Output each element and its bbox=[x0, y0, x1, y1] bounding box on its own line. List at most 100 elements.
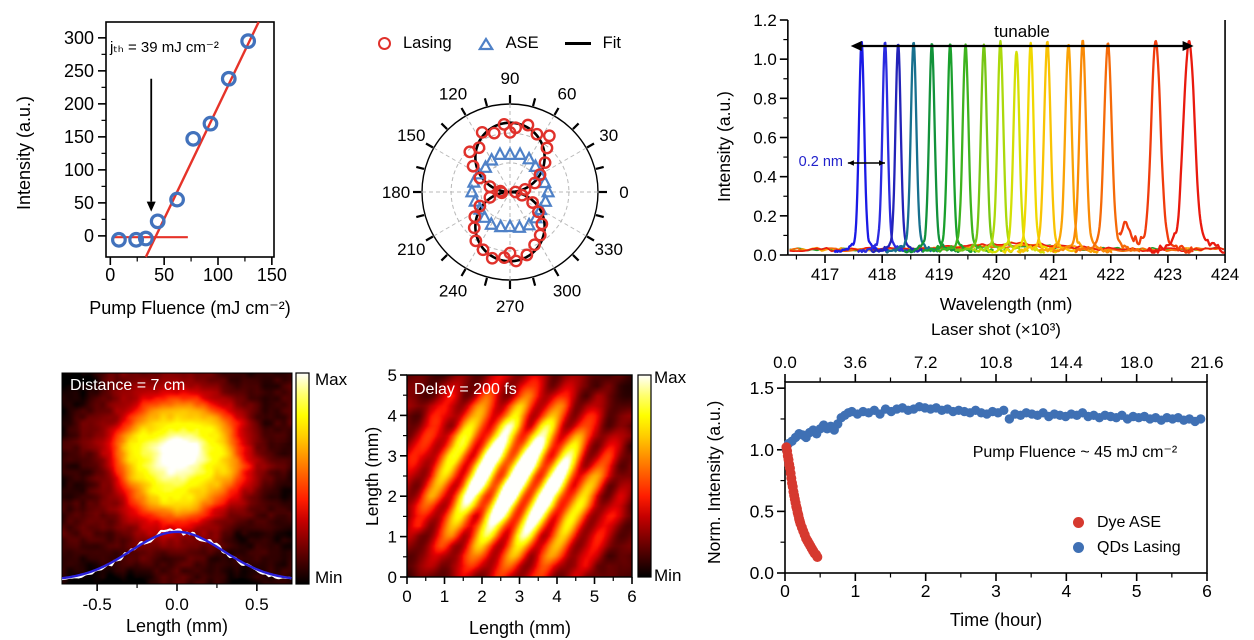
stability-xlabel: Time (hour) bbox=[949, 610, 1043, 630]
svg-text:0.0: 0.0 bbox=[165, 595, 189, 614]
svg-text:0.4: 0.4 bbox=[753, 168, 777, 187]
svg-text:21.6: 21.6 bbox=[1190, 353, 1223, 372]
svg-text:0: 0 bbox=[388, 568, 397, 587]
svg-text:3: 3 bbox=[991, 581, 1001, 601]
svg-text:0: 0 bbox=[402, 587, 411, 606]
interference-colorbar-max: Max bbox=[654, 368, 687, 387]
legend-label-lasing: Lasing bbox=[403, 34, 452, 52]
linewidth-annotation: 0.2 nm bbox=[798, 154, 843, 170]
svg-text:50: 50 bbox=[154, 265, 174, 285]
svg-text:2: 2 bbox=[921, 581, 931, 601]
interference-heatmap-canvas bbox=[407, 375, 632, 577]
svg-text:2: 2 bbox=[388, 487, 397, 506]
svg-text:0: 0 bbox=[619, 183, 628, 202]
svg-text:4: 4 bbox=[552, 587, 561, 606]
threshold-xlabel: Pump Fluence (mJ cm⁻²) bbox=[89, 298, 291, 318]
svg-text:5: 5 bbox=[590, 587, 599, 606]
dye-ase-marker-icon bbox=[1073, 517, 1084, 528]
beam-annotation: Distance = 7 cm bbox=[70, 377, 186, 394]
svg-text:120: 120 bbox=[439, 84, 467, 103]
beam-overlay-svg: -0.5 0.0 0.5 bbox=[61, 372, 310, 614]
beam-colorbar-min: Min bbox=[315, 568, 343, 587]
svg-text:418: 418 bbox=[868, 265, 896, 284]
legend-row-qds-lasing: QDs Lasing bbox=[1064, 535, 1181, 560]
svg-text:18.0: 18.0 bbox=[1120, 353, 1153, 372]
lasing-marker-icon bbox=[378, 37, 391, 50]
beam-colorbar-max: Max bbox=[315, 370, 348, 389]
beam-xlabel: Length (mm) bbox=[125, 616, 229, 636]
threshold-ylabel: Intensity (a.u.) bbox=[14, 95, 34, 210]
svg-text:2: 2 bbox=[477, 587, 486, 606]
legend-row-dye-ase: Dye ASE bbox=[1064, 510, 1181, 535]
svg-text:0.0: 0.0 bbox=[753, 246, 777, 265]
svg-text:421: 421 bbox=[1039, 265, 1067, 284]
spectra-plot-svg: 0.0 0.2 0.4 0.6 0.8 1.0 1.2 417 418 419 420 421 422 4… bbox=[753, 11, 1239, 284]
threshold-plot-svg: 0 50 100 150 0 50 100 150 200 250 300 bbox=[64, 21, 287, 285]
polar-plot-svg: 0 30 60 90 120 150 180 210 240 270 300 330 bbox=[382, 69, 629, 316]
svg-text:0: 0 bbox=[105, 265, 115, 285]
svg-text:1: 1 bbox=[388, 528, 397, 547]
tunable-annotation: tunable bbox=[994, 22, 1050, 41]
svg-text:5: 5 bbox=[1132, 581, 1142, 601]
svg-text:0.2: 0.2 bbox=[753, 207, 777, 226]
svg-text:4: 4 bbox=[388, 406, 397, 425]
svg-text:3: 3 bbox=[388, 447, 397, 466]
svg-text:14.4: 14.4 bbox=[1050, 353, 1083, 372]
polar-legend: Lasing ASE Fit bbox=[378, 34, 621, 53]
svg-text:10.8: 10.8 bbox=[979, 353, 1012, 372]
beam-heatmap-canvas bbox=[62, 373, 292, 584]
svg-text:3.6: 3.6 bbox=[844, 353, 868, 372]
interference-overlay-svg: 0 1 2 3 4 5 6 0 1 2 3 4 5 bbox=[388, 366, 652, 606]
panel-emission-polar: 0 30 60 90 120 150 180 210 240 270 300 330 Lasing A… bbox=[320, 0, 690, 330]
svg-text:3: 3 bbox=[515, 587, 524, 606]
stability-top-xlabel: Laser shot (×10³) bbox=[931, 320, 1061, 339]
svg-text:1: 1 bbox=[850, 581, 860, 601]
stability-ylabel: Norm. Intensity (a.u.) bbox=[704, 400, 724, 564]
spectra-ylabel: Intensity (a.u.) bbox=[714, 91, 734, 202]
svg-text:419: 419 bbox=[925, 265, 953, 284]
interference-ylabel: Length (mm) bbox=[362, 426, 382, 526]
svg-text:0.8: 0.8 bbox=[753, 89, 777, 108]
legend-label-ase: ASE bbox=[505, 34, 539, 52]
svg-text:240: 240 bbox=[439, 282, 467, 301]
svg-text:-0.5: -0.5 bbox=[82, 595, 111, 614]
svg-text:0.5: 0.5 bbox=[750, 501, 774, 521]
svg-text:90: 90 bbox=[501, 69, 520, 88]
ase-marker-icon bbox=[477, 36, 494, 50]
interference-annotation: Delay = 200 fs bbox=[414, 381, 517, 398]
interference-colorbar-min: Min bbox=[654, 566, 682, 585]
svg-text:0.6: 0.6 bbox=[753, 129, 777, 148]
svg-text:60: 60 bbox=[558, 84, 577, 103]
svg-text:0: 0 bbox=[84, 226, 94, 246]
svg-text:100: 100 bbox=[203, 265, 233, 285]
svg-text:1.2: 1.2 bbox=[753, 11, 777, 30]
panel-stability: 0 1 2 3 4 5 6 0.0 3.6 7.2 10.8 14.4 18.0 21.6 0.0 0.5 1.… bbox=[690, 320, 1254, 640]
svg-text:270: 270 bbox=[496, 297, 524, 316]
svg-text:424: 424 bbox=[1211, 265, 1239, 284]
svg-text:210: 210 bbox=[397, 240, 425, 259]
svg-text:330: 330 bbox=[595, 240, 623, 259]
spectra-xlabel: Wavelength (nm) bbox=[939, 294, 1073, 314]
svg-text:1.5: 1.5 bbox=[750, 378, 774, 398]
svg-text:300: 300 bbox=[64, 28, 94, 48]
svg-text:50: 50 bbox=[74, 193, 94, 213]
svg-text:7.2: 7.2 bbox=[914, 353, 938, 372]
stability-plot-svg: 0 1 2 3 4 5 6 0.0 3.6 7.2 10.8 14.4 18.0 21.6 0.0 0.5 1.… bbox=[750, 353, 1224, 601]
svg-text:0.0: 0.0 bbox=[750, 563, 775, 583]
svg-text:1.0: 1.0 bbox=[753, 50, 777, 69]
qds-lasing-marker-icon bbox=[1073, 542, 1084, 553]
stability-legend: Dye ASE QDs Lasing bbox=[1064, 510, 1181, 560]
svg-text:150: 150 bbox=[397, 126, 425, 145]
svg-text:6: 6 bbox=[627, 587, 636, 606]
threshold-annotation: jₜₕ = 39 mJ cm⁻² bbox=[110, 39, 219, 56]
svg-text:1: 1 bbox=[440, 587, 449, 606]
svg-text:30: 30 bbox=[599, 126, 618, 145]
svg-text:150: 150 bbox=[257, 265, 287, 285]
svg-text:180: 180 bbox=[382, 183, 410, 202]
svg-text:0.5: 0.5 bbox=[245, 595, 269, 614]
stability-annotation: Pump Fluence ~ 45 mJ cm⁻² bbox=[972, 444, 1178, 461]
panel-interference: 0 1 2 3 4 5 6 0 1 2 3 4 5 Delay = 200 fs Length (mm)… bbox=[360, 330, 690, 640]
svg-text:0: 0 bbox=[780, 581, 790, 601]
svg-text:423: 423 bbox=[1154, 265, 1182, 284]
interference-xlabel: Length (mm) bbox=[468, 618, 572, 638]
